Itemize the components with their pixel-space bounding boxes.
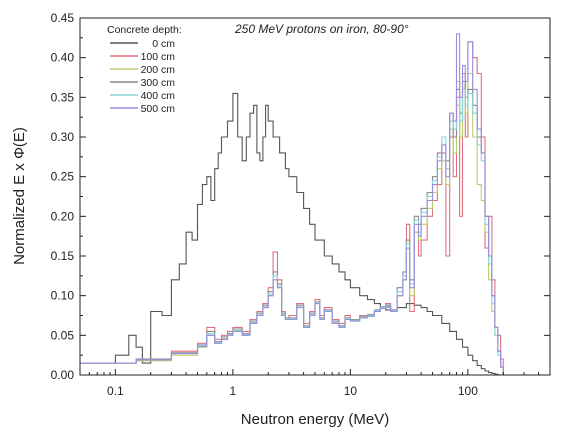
series-layer (80, 33, 509, 376)
legend-entry: 200 cm (141, 64, 176, 76)
y-tick-label: 0.20 (51, 209, 75, 223)
y-tick-label: 0.00 (51, 368, 75, 382)
legend-entry: 500 cm (141, 103, 176, 115)
chart-annotation: 250 MeV protons on iron, 80-90° (234, 22, 409, 36)
legend-title: Concrete depth: (107, 24, 182, 36)
x-axis-label: Neutron energy (MeV) (241, 411, 389, 428)
legend-entry: 100 cm (141, 51, 176, 63)
y-axis-label: Normalized E x Φ(E) (11, 127, 28, 265)
y-tick-label: 0.25 (51, 170, 75, 184)
y-tick-label: 0.05 (51, 328, 75, 342)
y-tick-label: 0.30 (51, 130, 75, 144)
legend-entry: 300 cm (141, 77, 176, 89)
y-tick-label: 0.40 (51, 51, 75, 65)
x-tick-label: 1 (230, 384, 237, 398)
y-tick-label: 0.10 (51, 289, 75, 303)
legend-entry: 400 cm (141, 90, 176, 102)
y-axis: 0.00 0.05 0.10 0.15 0.20 0.25 0.30 0.35 0.40 0.45 (51, 11, 550, 382)
x-tick-label: 10 (344, 384, 358, 398)
x-tick-label: 100 (458, 384, 478, 398)
y-tick-label: 0.35 (51, 90, 75, 104)
series-line-5 (80, 33, 504, 375)
y-tick-label: 0.45 (51, 11, 75, 25)
legend-entry: 0 cm (152, 38, 175, 50)
x-axis: 0.1 1 10 100 (79, 369, 551, 398)
series-line-0 (80, 92, 509, 376)
x-tick-label: 0.1 (107, 384, 124, 398)
y-tick-label: 0.15 (51, 249, 75, 263)
